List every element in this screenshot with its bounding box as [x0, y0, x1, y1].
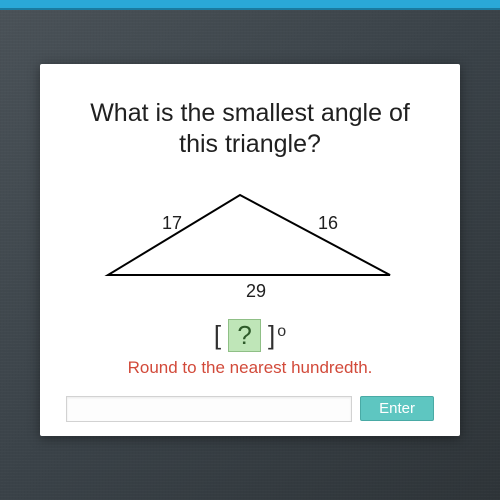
question-text: What is the smallest angle of this trian…: [66, 98, 434, 161]
app-top-bar: [0, 0, 500, 10]
svg-text:29: 29: [246, 281, 266, 301]
question-line-2: this triangle?: [179, 130, 321, 158]
right-bracket: ]: [268, 320, 275, 350]
problem-card: What is the smallest angle of this trian…: [40, 64, 460, 436]
answer-input[interactable]: [66, 396, 352, 422]
svg-text:17: 17: [162, 213, 182, 233]
triangle-diagram: 17 16 29: [66, 183, 434, 305]
action-row: Enter: [66, 396, 434, 422]
answer-display: [ ? ]o: [66, 319, 434, 352]
svg-text:16: 16: [318, 213, 338, 233]
left-bracket: [: [214, 320, 221, 350]
enter-button[interactable]: Enter: [360, 396, 434, 421]
triangle-svg: 17 16 29: [90, 183, 410, 305]
answer-placeholder-box: ?: [228, 319, 260, 352]
degree-symbol: o: [277, 323, 286, 340]
question-line-1: What is the smallest angle of: [90, 99, 410, 127]
rounding-hint: Round to the nearest hundredth.: [66, 358, 434, 378]
